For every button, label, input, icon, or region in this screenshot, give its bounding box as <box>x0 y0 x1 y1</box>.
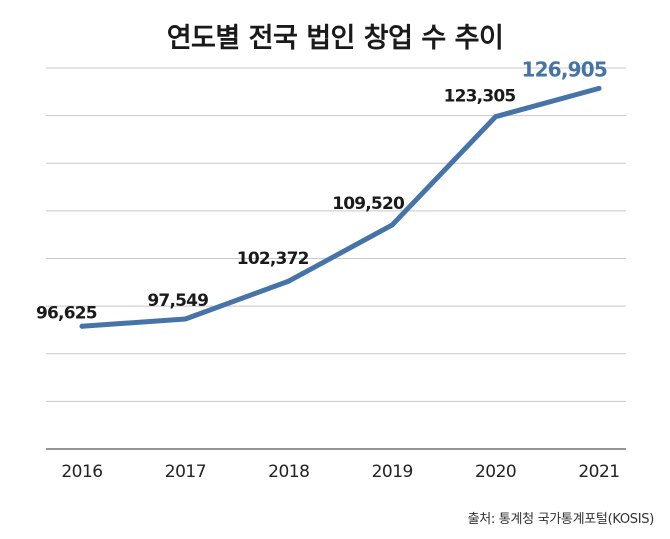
x-tick-label: 2017 <box>165 462 206 482</box>
x-tick-label: 2019 <box>372 462 413 482</box>
data-label: 109,520 <box>332 194 405 214</box>
data-point <box>596 85 602 91</box>
x-tick-label: 2016 <box>61 462 102 482</box>
x-tick-label: 2018 <box>268 462 309 482</box>
data-label: 97,549 <box>147 291 208 311</box>
data-point <box>493 114 499 120</box>
data-label: 126,905 <box>522 57 608 81</box>
data-point <box>286 278 292 284</box>
data-label: 102,372 <box>237 249 309 269</box>
data-point <box>389 222 395 228</box>
source-note: 출처: 통계청 국가통계포털(KOSIS) <box>467 512 655 527</box>
x-tick-label: 2020 <box>475 462 516 482</box>
data-label: 123,305 <box>444 87 516 107</box>
data-point <box>182 316 188 322</box>
series-line <box>79 85 602 329</box>
gridlines <box>46 67 626 402</box>
x-tick-label: 2021 <box>578 462 619 482</box>
data-labels: 96,625 97,549 102,372 109,520 123,305 126,905 <box>36 57 608 323</box>
data-label: 96,625 <box>36 303 97 323</box>
data-point <box>79 323 85 329</box>
x-tick-labels: 2016 2017 2018 2019 2020 2021 <box>61 462 620 482</box>
chart-title: 연도별 전국 법인 창업 수 추이 <box>166 23 504 54</box>
series-layer <box>79 85 602 329</box>
